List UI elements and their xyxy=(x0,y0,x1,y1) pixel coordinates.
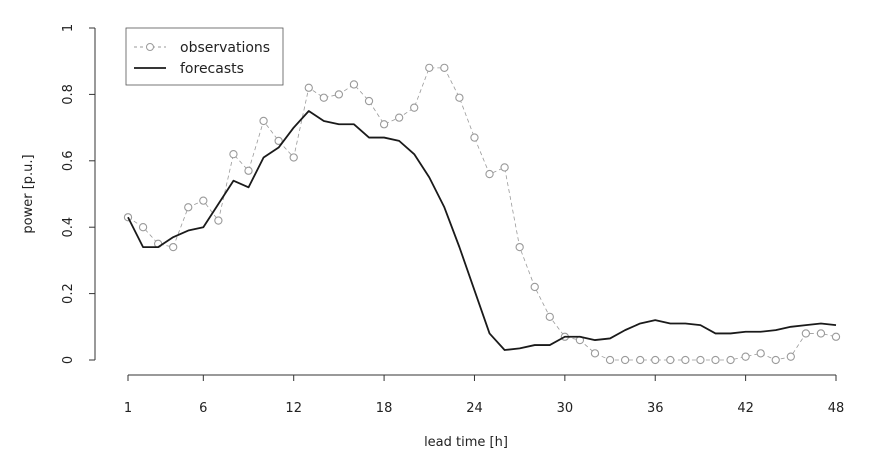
x-axis-title: lead time [h] xyxy=(424,435,508,450)
observation-point xyxy=(410,103,419,112)
observation-point xyxy=(229,150,238,159)
observation-point xyxy=(681,355,690,365)
x-tick-label: 30 xyxy=(557,401,574,416)
x-tick-label: 6 xyxy=(199,401,207,416)
observation-point xyxy=(786,352,795,361)
x-tick-label: 12 xyxy=(285,401,302,416)
legend: observations forecasts xyxy=(125,27,284,86)
observation-point xyxy=(696,355,705,365)
observation-point xyxy=(184,203,193,212)
observation-point xyxy=(199,196,208,205)
legend-box xyxy=(125,27,284,86)
observation-point xyxy=(636,355,645,365)
observation-point xyxy=(470,133,479,142)
x-tick-label: 1 xyxy=(124,401,132,416)
observation-point xyxy=(334,90,344,99)
observations-line xyxy=(127,67,837,361)
observation-point xyxy=(816,329,826,338)
observation-point xyxy=(831,332,841,341)
observation-point xyxy=(274,136,283,146)
observation-point xyxy=(485,169,494,179)
x-tick-label: 42 xyxy=(737,401,754,416)
x-tick-label: 18 xyxy=(376,401,393,416)
y-tick-label: 0 xyxy=(61,356,76,364)
observation-point xyxy=(319,93,328,102)
observation-point xyxy=(726,355,735,365)
y-tick-label: 0.2 xyxy=(61,283,76,304)
observation-point xyxy=(214,216,223,225)
observation-point xyxy=(123,213,133,222)
forecasts-line xyxy=(127,110,837,351)
observation-point xyxy=(801,329,811,338)
legend-forecasts-label: forecasts xyxy=(180,61,244,77)
legend-observations-label: observations xyxy=(180,40,270,56)
observation-point xyxy=(244,166,253,175)
y-axis-title: power [p.u.] xyxy=(21,154,36,233)
observation-point xyxy=(440,63,449,72)
observation-point xyxy=(711,355,720,365)
observation-point xyxy=(530,282,539,292)
observation-point xyxy=(304,83,313,92)
observation-point xyxy=(455,93,464,102)
observation-point xyxy=(169,242,178,252)
observation-point xyxy=(605,355,615,365)
observation-point xyxy=(425,63,434,72)
x-tick-label: 24 xyxy=(466,401,483,416)
x-tick-label: 36 xyxy=(647,401,664,416)
ticks: 1 6 12 18 24 30 36 42 48 0 0.2 0.4 0.6 0.8 1 xyxy=(61,24,844,416)
y-tick-label: 0.8 xyxy=(61,84,76,105)
observation-point xyxy=(500,163,509,172)
observation-point xyxy=(771,355,780,365)
observation-point xyxy=(756,349,765,358)
legend-observations-marker xyxy=(146,43,154,51)
y-tick-label: 0.4 xyxy=(61,217,76,238)
y-tick-label: 1 xyxy=(61,24,76,32)
x-tick-label: 48 xyxy=(828,401,845,416)
observation-point xyxy=(666,355,675,365)
series-layer xyxy=(123,63,841,365)
observation-point xyxy=(515,242,524,252)
observation-point xyxy=(259,116,268,126)
axes xyxy=(94,28,836,376)
observation-point xyxy=(651,355,660,365)
observation-point xyxy=(620,355,630,365)
observation-point xyxy=(590,349,600,358)
observation-point xyxy=(741,352,750,361)
observation-point xyxy=(138,223,148,232)
observation-point xyxy=(349,80,359,89)
observation-point xyxy=(379,120,389,129)
observation-point xyxy=(289,153,298,162)
y-tick-label: 0.6 xyxy=(61,150,76,171)
observation-point xyxy=(364,96,374,106)
observation-point xyxy=(545,312,554,321)
observation-point xyxy=(394,113,404,122)
